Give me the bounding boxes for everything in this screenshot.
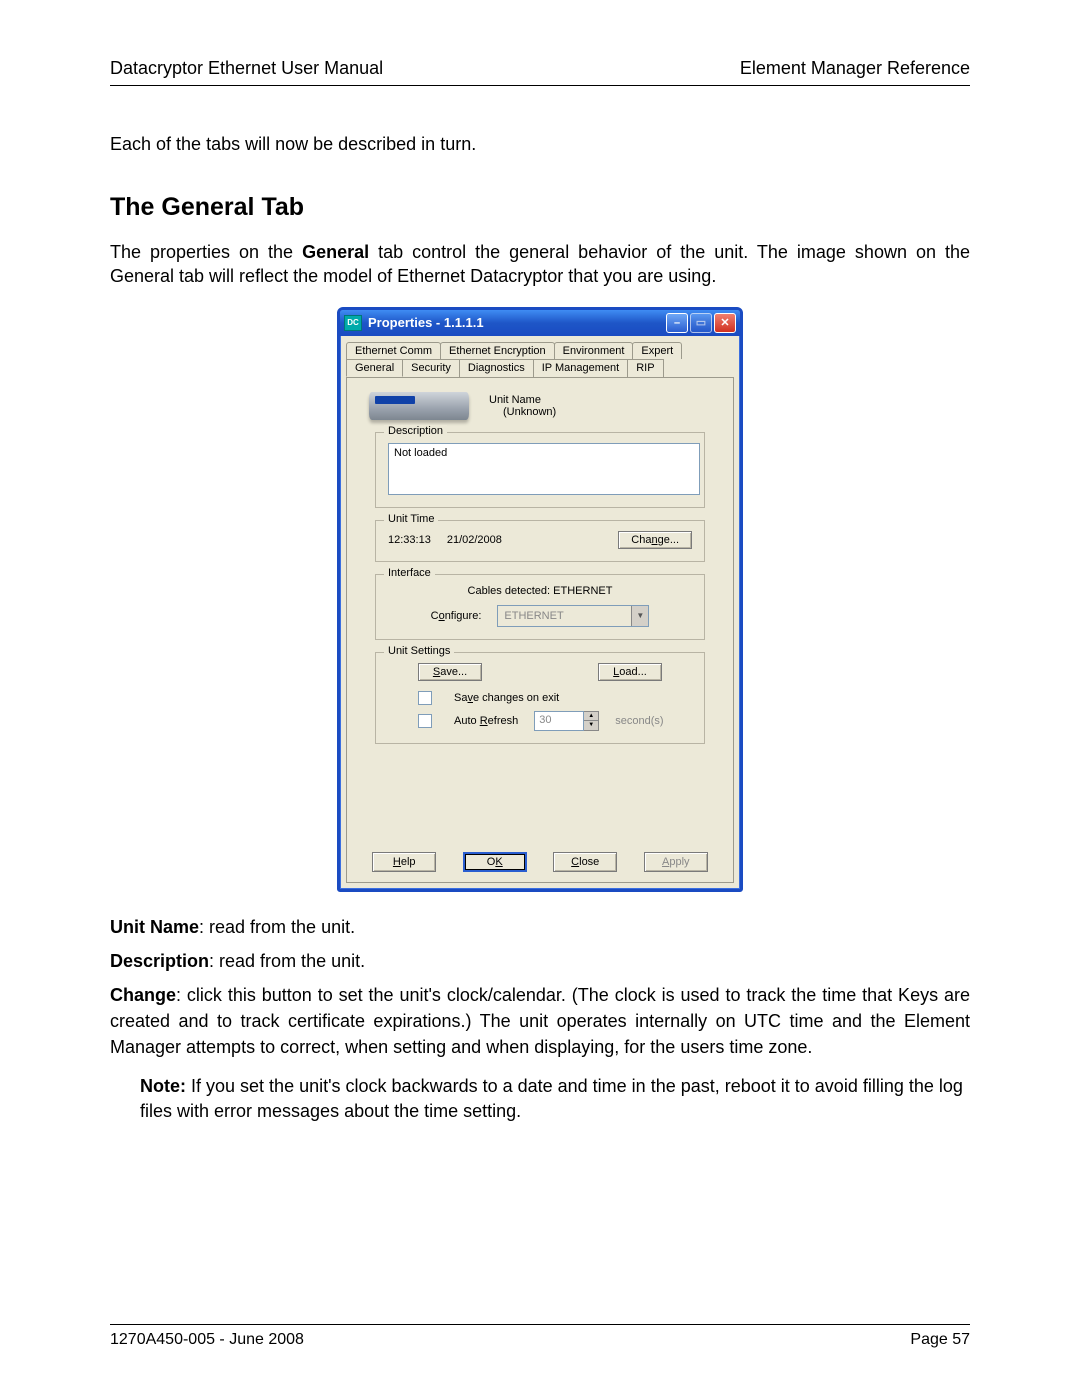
dropdown-arrow-icon[interactable]: ▼	[631, 606, 648, 626]
tab-diagnostics[interactable]: Diagnostics	[459, 359, 534, 377]
footer-left: 1270A450-005 - June 2008	[110, 1331, 304, 1349]
general-panel: Unit Name (Unknown) Description Not load…	[346, 377, 734, 883]
definitions: Unit Name: read from the unit. Descripti…	[110, 914, 970, 1060]
unit-time-time: 12:33:13	[388, 534, 431, 546]
save-on-exit-checkbox[interactable]	[418, 691, 432, 705]
def-change-text: : click this button to set the unit's cl…	[110, 985, 970, 1057]
description-legend: Description	[384, 425, 447, 437]
description-fieldset: Description Not loaded	[375, 432, 705, 508]
def-change-label: Change	[110, 985, 176, 1005]
titlebar[interactable]: DC Properties - 1.1.1.1 – ▭ ✕	[340, 310, 740, 336]
tab-ip-management[interactable]: IP Management	[533, 359, 628, 377]
apply-button: Apply	[644, 852, 708, 872]
tab-row-front: General Security Diagnostics IP Manageme…	[346, 359, 734, 377]
save-on-exit-label: Save changes on exit	[454, 692, 559, 704]
window-title: Properties - 1.1.1.1	[368, 315, 666, 330]
def-description-text: : read from the unit.	[209, 951, 365, 971]
unit-settings-fieldset: Unit Settings Save... Load... Save chang…	[375, 652, 705, 744]
header-left: Datacryptor Ethernet User Manual	[110, 58, 383, 79]
section-title: The General Tab	[110, 193, 970, 222]
ok-button[interactable]: OK	[463, 852, 527, 872]
refresh-spinner[interactable]: 30 ▲ ▼	[534, 711, 599, 731]
spinner-up-icon[interactable]: ▲	[584, 712, 598, 722]
tab-rip[interactable]: RIP	[627, 359, 663, 377]
minimize-button[interactable]: –	[666, 313, 688, 333]
change-button[interactable]: Change...	[618, 531, 692, 549]
page-header: Datacryptor Ethernet User Manual Element…	[110, 58, 970, 86]
refresh-value[interactable]: 30	[534, 711, 584, 731]
intro-text: Each of the tabs will now be described i…	[110, 134, 970, 155]
unit-settings-legend: Unit Settings	[384, 645, 454, 657]
section-body: The properties on the General tab contro…	[110, 240, 970, 289]
device-image	[369, 392, 469, 420]
tab-general[interactable]: General	[346, 359, 403, 377]
auto-refresh-label: Auto Refresh	[454, 715, 518, 727]
unit-time-date: 21/02/2008	[447, 534, 502, 546]
tab-ethernet-encryption[interactable]: Ethernet Encryption	[440, 342, 555, 359]
close-window-button[interactable]: ✕	[714, 313, 736, 333]
configure-value: ETHERNET	[498, 610, 631, 622]
properties-window: DC Properties - 1.1.1.1 – ▭ ✕ Ethernet C…	[337, 307, 743, 892]
seconds-label: second(s)	[615, 715, 663, 727]
unit-time-legend: Unit Time	[384, 513, 438, 525]
interface-fieldset: Interface Cables detected: ETHERNET Conf…	[375, 574, 705, 640]
maximize-button: ▭	[690, 313, 712, 333]
save-button[interactable]: Save...	[418, 663, 482, 681]
close-button[interactable]: Close	[553, 852, 617, 872]
header-right: Element Manager Reference	[740, 58, 970, 79]
app-icon: DC	[344, 315, 362, 331]
def-unit-name-label: Unit Name	[110, 917, 199, 937]
load-button[interactable]: Load...	[598, 663, 662, 681]
note-block: Note: If you set the unit's clock backwa…	[140, 1074, 970, 1124]
configure-label: Configure:	[431, 610, 482, 622]
note-label: Note:	[140, 1076, 186, 1096]
configure-dropdown[interactable]: ETHERNET ▼	[497, 605, 649, 627]
tab-row-back: Ethernet Comm Ethernet Encryption Enviro…	[346, 342, 734, 359]
note-text: If you set the unit's clock backwards to…	[140, 1076, 963, 1121]
tab-security[interactable]: Security	[402, 359, 460, 377]
interface-legend: Interface	[384, 567, 435, 579]
tab-environment[interactable]: Environment	[554, 342, 634, 359]
def-unit-name-text: : read from the unit.	[199, 917, 355, 937]
tab-ethernet-comm[interactable]: Ethernet Comm	[346, 342, 441, 359]
def-description-label: Description	[110, 951, 209, 971]
tab-expert[interactable]: Expert	[632, 342, 682, 359]
unit-name-legend: Unit Name	[489, 394, 556, 406]
section-body-a: The properties on the	[110, 242, 302, 262]
footer-right: Page 57	[910, 1331, 970, 1349]
auto-refresh-checkbox[interactable]	[418, 714, 432, 728]
unit-name-value: (Unknown)	[503, 406, 556, 418]
spinner-down-icon[interactable]: ▼	[584, 721, 598, 730]
section-body-bold: General	[302, 242, 369, 262]
help-button[interactable]: Help	[372, 852, 436, 872]
unit-time-fieldset: Unit Time 12:33:13 21/02/2008 Change...	[375, 520, 705, 562]
cables-detected: Cables detected: ETHERNET	[388, 585, 692, 597]
description-textbox[interactable]: Not loaded	[388, 443, 700, 495]
page-footer: 1270A450-005 - June 2008 Page 57	[110, 1324, 970, 1349]
